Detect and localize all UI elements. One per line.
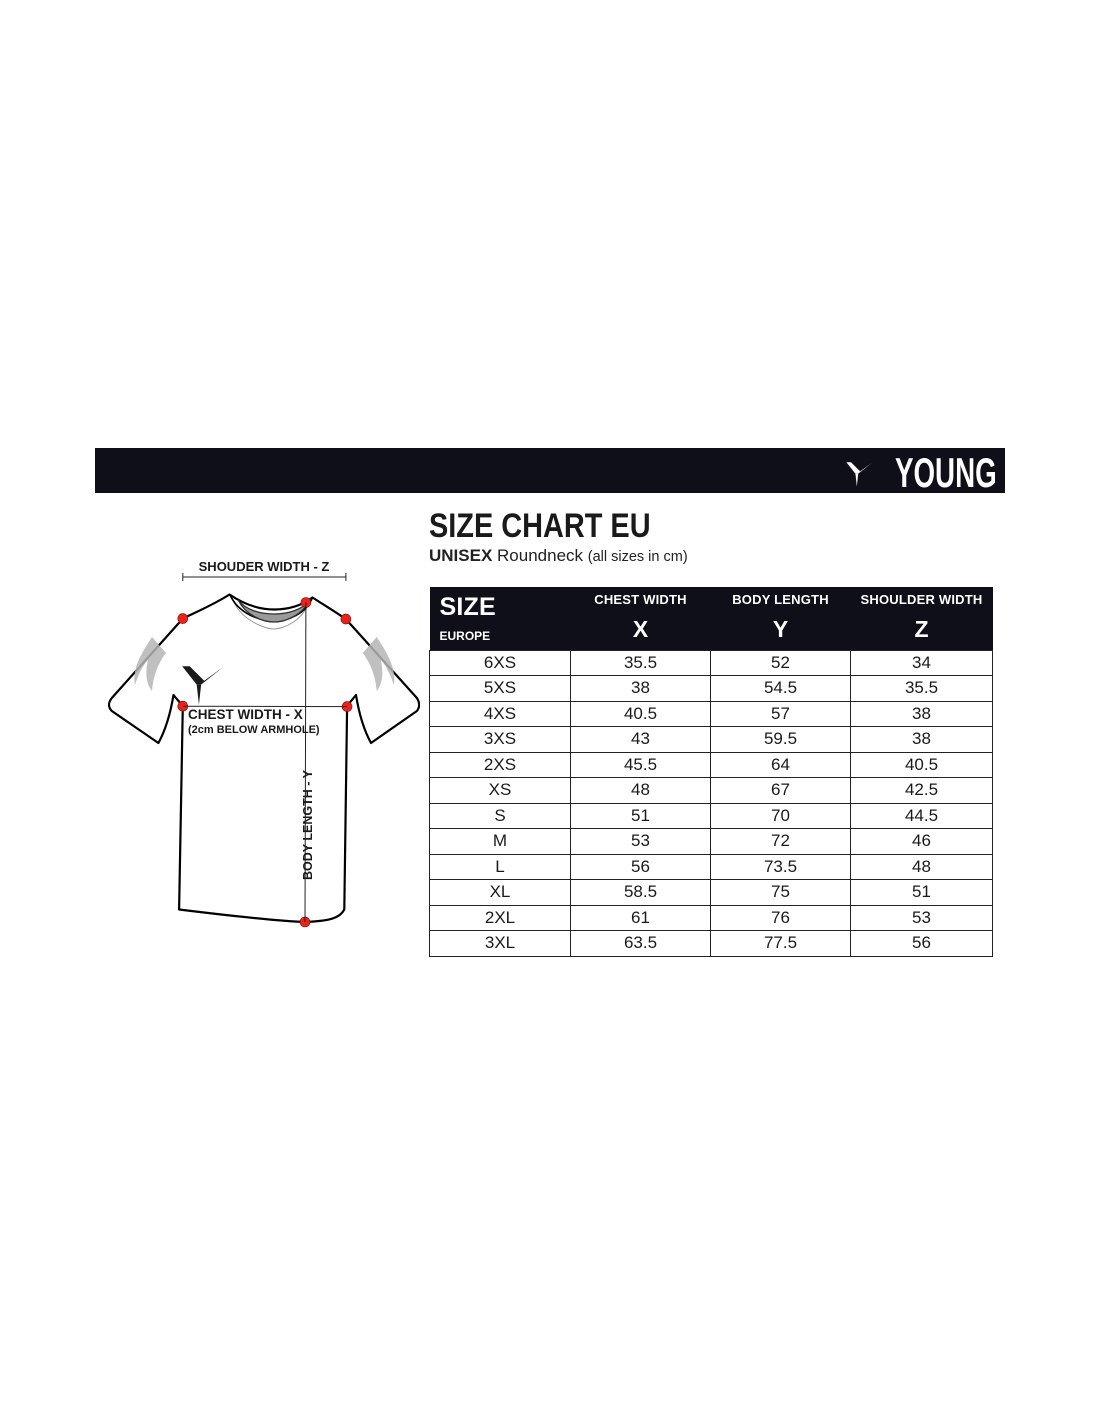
svg-text:(2cm BELOW ARMHOLE): (2cm BELOW ARMHOLE) (188, 724, 320, 736)
svg-text:CHEST WIDTH - X: CHEST WIDTH - X (188, 707, 303, 722)
svg-text:SHOUDER WIDTH - Z: SHOUDER WIDTH - Z (199, 559, 330, 574)
svg-text:BODY LENGTH - Y: BODY LENGTH - Y (301, 769, 315, 880)
